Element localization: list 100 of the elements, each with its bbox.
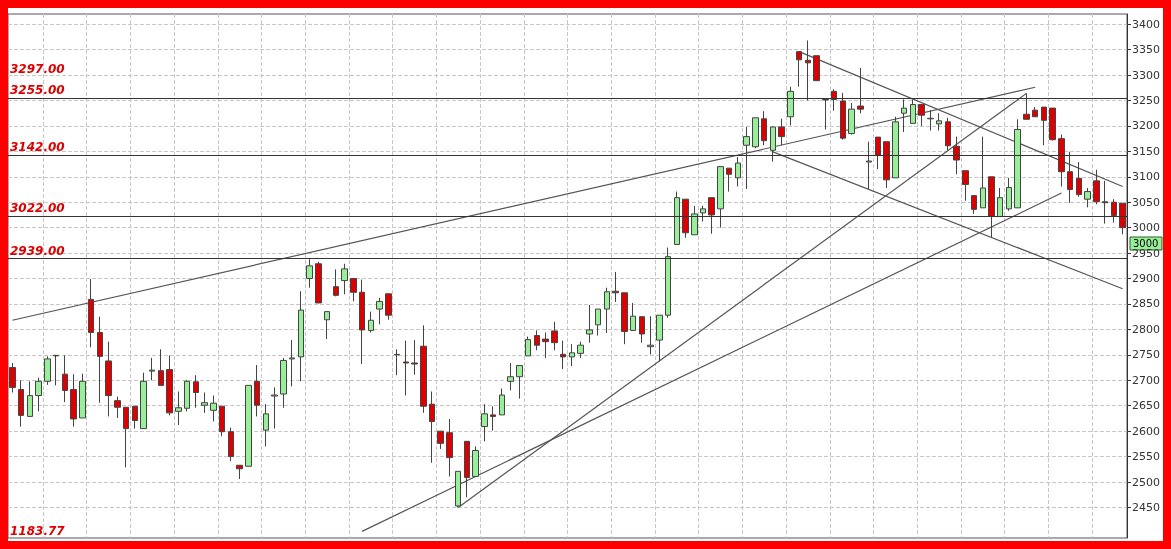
candlestick [53,354,59,386]
candlestick [910,98,916,124]
candlestick [420,324,427,414]
y-tick-label: 2950 [1132,246,1161,260]
candlestick [280,357,287,409]
candlestick [700,205,706,223]
y-tick-label: 2450 [1132,500,1161,514]
candlestick [883,141,890,189]
candlestick [62,354,68,403]
y-tick-label: 3300 [1132,68,1161,82]
candlestick [490,405,496,432]
candlestick [1041,106,1047,146]
candlestick [446,418,453,477]
candlestick [306,258,313,289]
candlestick [971,195,977,215]
candlestick [88,278,94,348]
candlestick [691,205,698,236]
candlestick [97,316,103,404]
candlestick [184,379,190,412]
candlestick [918,104,925,127]
candlestick [962,170,969,202]
candlestick [481,403,488,442]
candlestick [429,390,435,464]
y-tick-label: 3000 [1132,221,1161,235]
candlestick [1076,161,1082,198]
candlestick [752,117,759,149]
candlestick [289,339,295,387]
candlestick [1014,118,1021,209]
candlestick [411,339,418,376]
candlestick [892,116,899,179]
annotation: 3297.00 [10,62,65,76]
candlestick [341,263,348,295]
candlestick [708,197,715,235]
candlestick [945,117,951,151]
candlestick [604,287,610,334]
candlestick [149,357,155,381]
y-tick-label: 3250 [1132,93,1161,107]
candlestick [472,445,479,477]
candlestick [403,340,409,397]
y-tick-label: 3350 [1132,43,1161,57]
ref-line-label: 3255.00 [10,82,65,97]
candlestick [236,464,243,480]
candlestick [44,355,51,386]
candlestick [201,392,208,414]
candlestick [1119,202,1126,235]
candlestick [682,198,689,239]
candlestick [542,331,549,359]
candlestick [516,365,523,400]
candlestick [577,341,584,359]
candlestick [630,302,636,331]
y-tick-label: 2550 [1132,450,1161,464]
candlestick [245,384,252,467]
candlestick [35,377,42,412]
candlestick [210,395,217,422]
candlestick [376,297,383,325]
candlestick [743,126,750,190]
candlestick [27,380,33,417]
candlestick [455,470,461,508]
candlestick [219,405,225,437]
candlestick [988,176,995,238]
candlestick [394,348,400,376]
candlestick [848,102,855,136]
candlestick [560,340,566,370]
candlestick [787,86,794,126]
candlestick [761,110,767,146]
candlestick [534,329,540,351]
candlestick [1093,169,1100,205]
y-tick-label: 2750 [1132,348,1161,362]
candlestick [166,354,173,416]
candlestick [228,427,234,462]
candlestick [359,279,365,365]
y-tick-label: 3100 [1132,170,1161,184]
candlestick [1032,106,1038,118]
candlestick [105,341,112,417]
candlestick [507,362,514,391]
candlestick [595,308,601,337]
ref-line-label: 3142.00 [10,140,65,155]
candlestick [437,430,444,450]
candlestick [1111,198,1117,224]
y-tick-label: 2850 [1132,297,1161,311]
candlestick [79,373,86,419]
candlestick [866,141,872,190]
candlestick [621,292,628,345]
candlestick [1006,177,1012,212]
candlestick [726,167,732,193]
candlestick [158,348,164,386]
candlestick [70,373,77,428]
candlestick [831,88,837,112]
candlestick [586,304,593,344]
candlestick [18,379,24,428]
candlestick [875,136,881,170]
candlestick [368,311,374,333]
candlestick [1049,107,1056,142]
candlestick [647,315,654,355]
candlestick [193,374,199,409]
candlestick [717,166,724,229]
y-tick-label: 3200 [1132,119,1161,133]
candlestick [464,440,470,498]
candlestick [1023,92,1030,120]
y-tick-label: 2600 [1132,424,1161,438]
